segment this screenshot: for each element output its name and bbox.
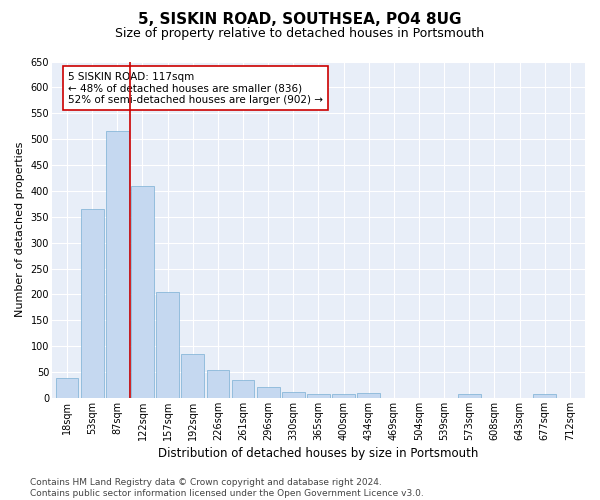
Bar: [307, 394, 330, 398]
Text: Contains HM Land Registry data © Crown copyright and database right 2024.
Contai: Contains HM Land Registry data © Crown c…: [30, 478, 424, 498]
X-axis label: Distribution of detached houses by size in Portsmouth: Distribution of detached houses by size …: [158, 447, 479, 460]
Bar: [358, 393, 380, 398]
Bar: [157, 292, 179, 398]
Text: 5 SISKIN ROAD: 117sqm
← 48% of detached houses are smaller (836)
52% of semi-det: 5 SISKIN ROAD: 117sqm ← 48% of detached …: [68, 72, 323, 105]
Bar: [181, 354, 204, 398]
Bar: [282, 392, 305, 398]
Bar: [533, 394, 556, 398]
Bar: [81, 209, 104, 398]
Text: 5, SISKIN ROAD, SOUTHSEA, PO4 8UG: 5, SISKIN ROAD, SOUTHSEA, PO4 8UG: [138, 12, 462, 28]
Bar: [131, 186, 154, 398]
Text: Size of property relative to detached houses in Portsmouth: Size of property relative to detached ho…: [115, 28, 485, 40]
Bar: [332, 394, 355, 398]
Bar: [257, 386, 280, 398]
Bar: [232, 380, 254, 398]
Bar: [106, 132, 128, 398]
Bar: [56, 378, 79, 398]
Bar: [206, 370, 229, 398]
Bar: [458, 394, 481, 398]
Y-axis label: Number of detached properties: Number of detached properties: [15, 142, 25, 318]
